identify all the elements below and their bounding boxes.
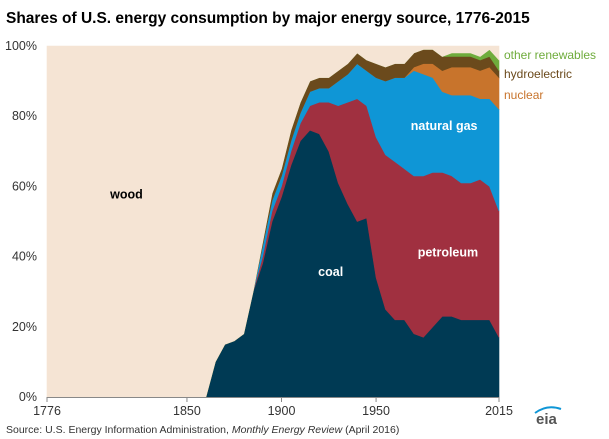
x-tick-label: 2015 xyxy=(485,404,513,418)
y-tick-label: 80% xyxy=(12,109,37,123)
source-note: Source: U.S. Energy Information Administ… xyxy=(6,424,399,436)
area-label-wood: wood xyxy=(109,188,143,202)
area-label-petroleum: petroleum xyxy=(418,246,478,260)
area-label-coal: coal xyxy=(318,265,343,279)
y-tick-label: 100% xyxy=(5,39,37,53)
legend-label-other-renewables: other renewables xyxy=(504,48,596,62)
source-publication: Monthly Energy Review xyxy=(231,424,343,436)
eia-logo-text: eia xyxy=(536,411,558,428)
area-wood xyxy=(46,45,500,398)
x-tick-label: 1950 xyxy=(362,404,390,418)
y-tick-label: 0% xyxy=(19,390,37,404)
axes-layer: 0% 20% 40% 60% 80% 100% 1776 1850 1900 1950 2015 xyxy=(5,39,513,418)
area-layer xyxy=(46,45,500,398)
x-tick-label: 1850 xyxy=(173,404,201,418)
eia-logo: eia xyxy=(534,406,562,428)
x-tick-label: 1776 xyxy=(33,404,61,418)
y-tick-label: 20% xyxy=(12,320,37,334)
source-prefix: Source: U.S. Energy Information Administ… xyxy=(6,424,232,436)
y-tick-label: 40% xyxy=(12,250,37,264)
x-tick-label: 1900 xyxy=(268,404,296,418)
label-layer: wood coal petroleum natural gas other renewa… xyxy=(109,48,596,279)
source-suffix: (April 2016) xyxy=(342,424,400,436)
legend-label-nuclear: nuclear xyxy=(504,88,543,102)
legend-label-hydroelectric: hydroelectric xyxy=(504,67,572,81)
chart-title: Shares of U.S. energy consumption by maj… xyxy=(6,10,530,27)
area-label-natural-gas: natural gas xyxy=(411,119,478,133)
y-tick-label: 60% xyxy=(12,179,37,193)
